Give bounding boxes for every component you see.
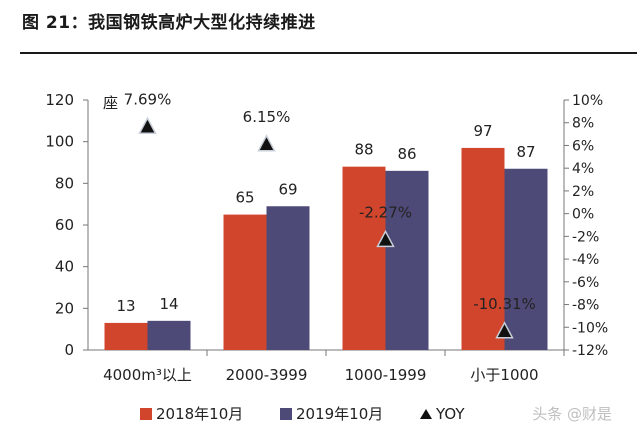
bar-value-label: 14 bbox=[159, 295, 178, 313]
legend-marker bbox=[420, 409, 432, 419]
bar-value-label: 13 bbox=[116, 297, 135, 315]
y2-tick-label: 4% bbox=[572, 161, 594, 177]
yoy-value-label: 6.15% bbox=[243, 108, 291, 126]
x-tick-label: 小于1000 bbox=[470, 366, 538, 384]
bar bbox=[461, 147, 505, 350]
y-tick-label: 100 bbox=[45, 133, 74, 151]
bar bbox=[223, 214, 267, 350]
y2-tick-label: 6% bbox=[572, 138, 594, 154]
yoy-value-label: -2.27% bbox=[359, 203, 412, 221]
y2-tick-label: 10% bbox=[572, 93, 603, 109]
y-tick-label: 80 bbox=[55, 174, 74, 192]
y2-tick-label: 8% bbox=[572, 116, 594, 132]
bar bbox=[342, 166, 386, 350]
bar bbox=[104, 322, 148, 350]
chart-labels: 13 14 65 69 88 86 97 87 座 bbox=[103, 94, 536, 315]
bar-value-label: 86 bbox=[397, 145, 416, 163]
bar-value-label: 65 bbox=[235, 189, 254, 207]
bar bbox=[266, 206, 310, 350]
title-rule bbox=[20, 52, 637, 54]
legend-swatch bbox=[140, 408, 152, 420]
y2-tick-label: -8% bbox=[572, 298, 599, 314]
chart-title: 图 21：我国钢铁高炉大型化持续推进 bbox=[22, 13, 316, 33]
y2-tick-label: -10% bbox=[572, 320, 608, 336]
bar-value-label: 88 bbox=[354, 141, 373, 159]
legend-swatch bbox=[280, 408, 292, 420]
bar bbox=[385, 170, 429, 350]
yoy-marker bbox=[376, 229, 395, 248]
chart-legend: 2018年10月 2019年10月 YOY 头条 @财是 bbox=[140, 405, 612, 423]
legend-label: 2019年10月 bbox=[296, 405, 383, 423]
bar bbox=[147, 320, 191, 350]
x-tick-label: 1000-1999 bbox=[345, 366, 427, 384]
y2-tick-label: 0% bbox=[572, 207, 594, 223]
chart-axes: 0 20 40 60 80 100 120 -12% -10% -8% -6% -4% -2% 0% 2% 4… bbox=[45, 91, 608, 384]
legend-label: 2018年10月 bbox=[156, 405, 243, 423]
bar bbox=[504, 168, 548, 350]
watermark: 头条 @财是 bbox=[532, 405, 612, 423]
bar-value-label: 87 bbox=[516, 143, 535, 161]
yoy-value-label: 7.69% bbox=[124, 90, 172, 108]
y-tick-label: 120 bbox=[45, 91, 74, 109]
yoy-marker bbox=[257, 134, 276, 152]
yoy-marker bbox=[495, 321, 514, 339]
x-tick-label: 4000m³以上 bbox=[103, 366, 192, 384]
y2-tick-label: -2% bbox=[572, 229, 599, 245]
y2-tick-label: -4% bbox=[572, 252, 599, 268]
yoy-marker bbox=[138, 116, 157, 134]
x-tick-label: 2000-3999 bbox=[226, 366, 308, 384]
legend-label: YOY bbox=[435, 405, 465, 423]
chart-yoy-markers: 7.69% 6.15% -2.27% -10.31% bbox=[124, 90, 536, 339]
y2-tick-label: 2% bbox=[572, 184, 594, 200]
unit-label: 座 bbox=[103, 94, 118, 112]
y-tick-label: 20 bbox=[55, 299, 74, 317]
yoy-value-label: -10.31% bbox=[473, 295, 536, 313]
y-tick-label: 60 bbox=[55, 216, 74, 234]
chart-bars bbox=[104, 147, 548, 350]
y-tick-label: 40 bbox=[55, 258, 74, 276]
y-tick-label: 0 bbox=[64, 341, 74, 359]
y2-tick-label: -12% bbox=[572, 343, 608, 359]
bar-value-label: 97 bbox=[473, 122, 492, 140]
bar-value-label: 69 bbox=[278, 180, 297, 198]
y2-tick-label: -6% bbox=[572, 275, 599, 291]
